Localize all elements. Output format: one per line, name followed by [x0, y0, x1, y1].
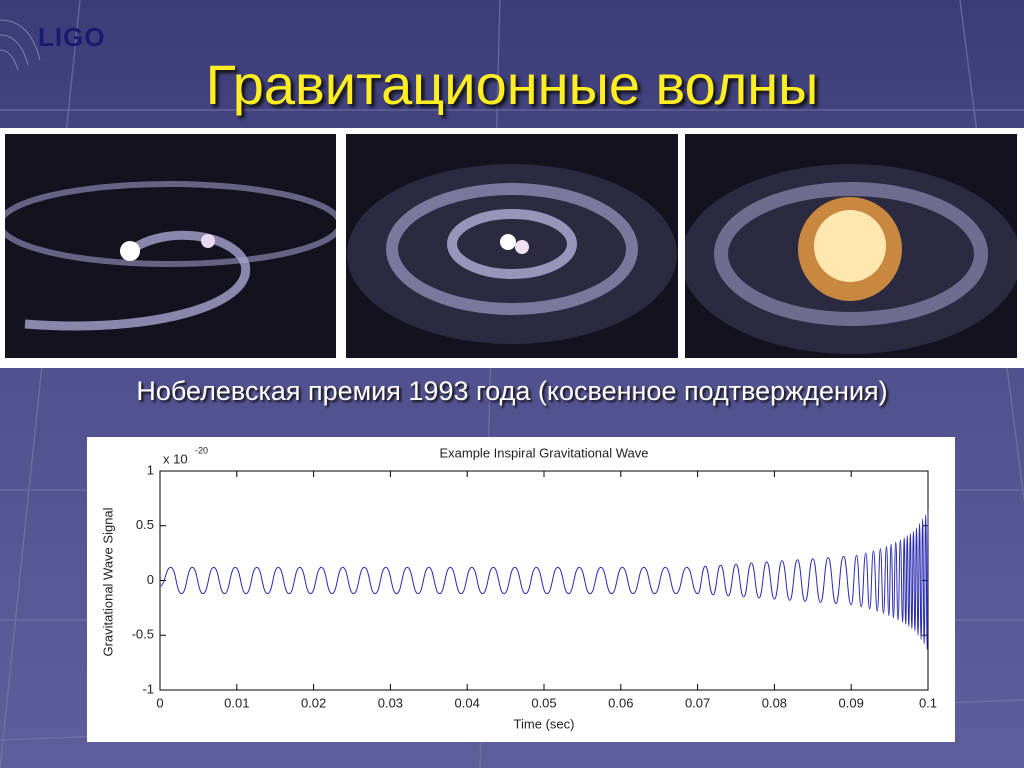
y-multiplier: x 10 — [163, 451, 188, 466]
x-tick-label: 0.08 — [762, 695, 787, 710]
x-tick-label: 0.01 — [224, 695, 249, 710]
chart: Example Inspiral Gravitational Wave x 10… — [87, 437, 955, 742]
x-tick-label: 0.02 — [301, 695, 326, 710]
chart-title: Example Inspiral Gravitational Wave — [439, 445, 648, 460]
slide-title: Гравитационные волны — [205, 53, 819, 116]
x-tick-label: 0.05 — [531, 695, 556, 710]
x-tick-label: 0.09 — [839, 695, 864, 710]
x-tick-label: 0 — [156, 695, 163, 710]
signal-line — [159, 508, 929, 651]
y-axis-label: Gravitational Wave Signal — [100, 507, 115, 656]
x-tick-label: 0.1 — [919, 695, 937, 710]
binary-image-1 — [5, 134, 336, 358]
x-tick-label: 0.07 — [685, 695, 710, 710]
binary-image-2 — [346, 134, 678, 358]
merger-image — [685, 134, 1017, 358]
x-tick-label: 0.06 — [608, 695, 633, 710]
x-tick-label: 0.04 — [455, 695, 480, 710]
x-tick-label: 0.03 — [378, 695, 403, 710]
y-tick-label: 1 — [147, 462, 154, 477]
subtitle: Нобелевская премия 1993 года (косвенное … — [136, 376, 888, 406]
y-multiplier-exponent: -20 — [195, 445, 208, 455]
y-tick-label: 0 — [147, 572, 154, 587]
y-tick-label: 0.5 — [136, 517, 154, 532]
y-tick-label: -0.5 — [132, 627, 154, 642]
y-tick-label: -1 — [142, 681, 154, 696]
x-axis-label: Time (sec) — [514, 716, 575, 731]
logo: LIGO — [38, 22, 106, 52]
